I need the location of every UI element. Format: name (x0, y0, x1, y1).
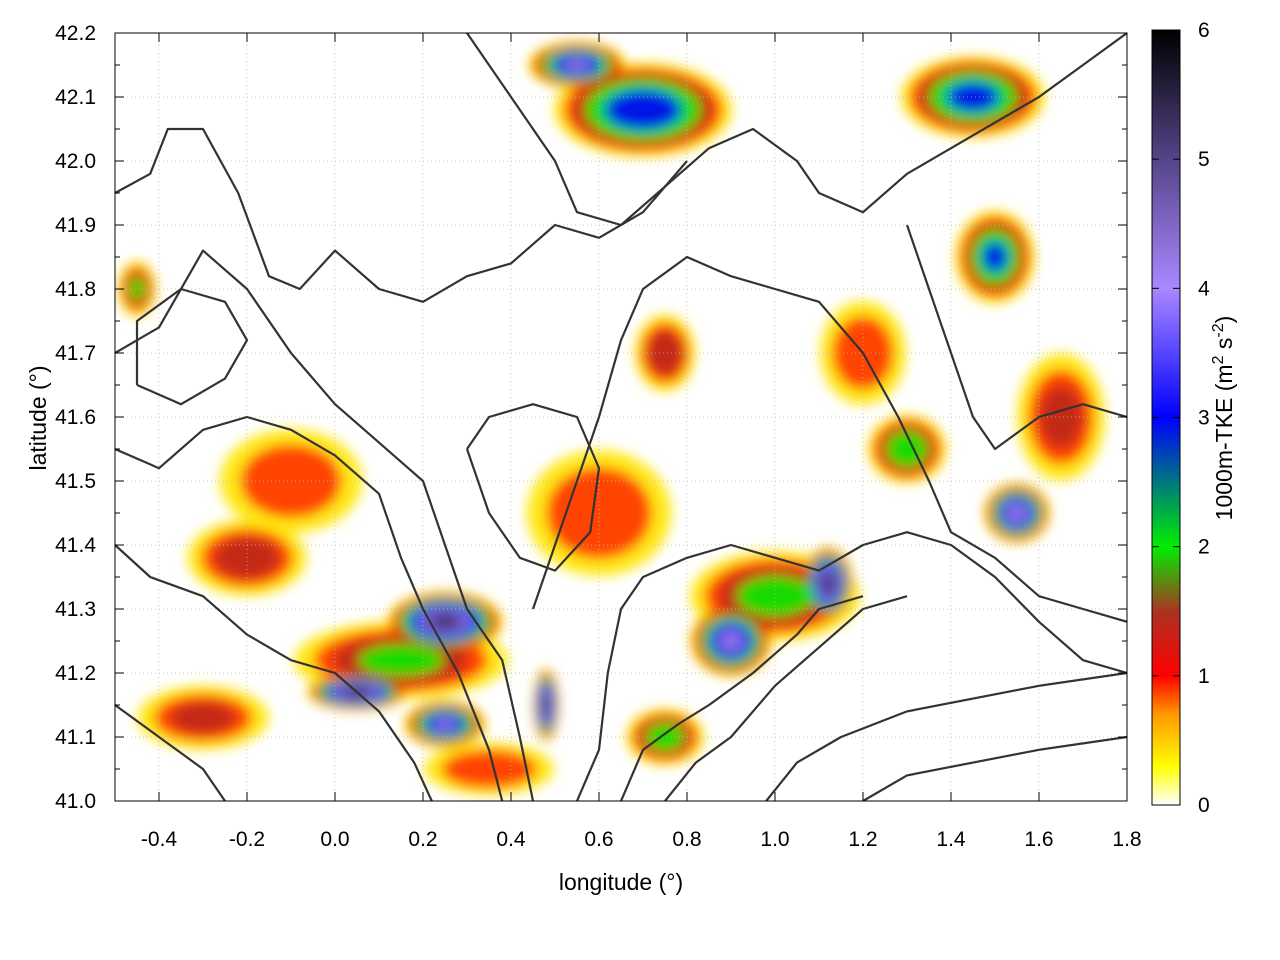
tke-cell (604, 89, 682, 130)
y-tick-label: 41.9 (55, 214, 96, 237)
y-axis-title: latitude (°) (25, 365, 51, 470)
x-tick-label: 1.8 (1112, 828, 1141, 851)
x-tick-label: 0.8 (672, 828, 701, 851)
tke-cell (645, 723, 685, 751)
y-tick-label: 41.1 (55, 726, 96, 749)
tke-cell (946, 82, 1000, 112)
x-tick-label: 1.0 (760, 828, 789, 851)
terrain-contour (115, 127, 688, 303)
terrain-contours (115, 33, 1127, 801)
y-tick-label: 41.5 (55, 470, 96, 493)
x-tick-label: 0.2 (408, 828, 437, 851)
terrain-contour (664, 595, 908, 801)
x-axis-title: longitude (°) (559, 869, 683, 895)
terrain-contour (115, 249, 535, 801)
colorbar-title: 1000m-TKE (m2 s-2) (1210, 316, 1237, 521)
x-tick-label: 1.6 (1024, 828, 1053, 851)
y-tick-label: 41.2 (55, 662, 96, 685)
y-tick-label: 42.1 (55, 86, 96, 109)
terrain-contour (862, 735, 1127, 801)
tke-cell (736, 576, 814, 617)
x-tick-label: -0.2 (229, 828, 265, 851)
x-tick-label: 1.2 (848, 828, 877, 851)
colorbar-tick-label: 4 (1198, 277, 1210, 300)
x-tick-label: 0.0 (320, 828, 349, 851)
tke-cell (441, 749, 537, 789)
colorbar-tick-label: 2 (1198, 536, 1210, 559)
y-tick-label: 41.3 (55, 598, 96, 621)
y-tick-label: 42.2 (55, 22, 96, 45)
tke-cell (428, 613, 462, 631)
tke-cell (1039, 385, 1083, 449)
x-tick-label: 1.4 (936, 828, 966, 851)
tke-cell (647, 330, 683, 376)
colorbar-tick-label: 5 (1198, 148, 1210, 171)
tke-cell (1005, 502, 1029, 524)
x-tick-label: -0.4 (141, 828, 178, 851)
terrain-contour (575, 531, 1127, 801)
y-axis: 41.0 41.1 41.2 41.3 41.4 41.5 41.6 41.7 41.8 41.9… (55, 22, 1127, 813)
y-tick-label: 41.7 (55, 342, 96, 365)
tke-cell (542, 694, 550, 716)
tke-cell (170, 702, 236, 734)
y-tick-label: 41.4 (55, 534, 96, 557)
tke-field (117, 41, 1105, 796)
x-axis: -0.4 -0.2 0.0 0.2 0.4 0.6 0.8 1.0 1.2 1.4 1.6 1.8 (141, 33, 1142, 851)
colorbar-tick-label: 3 (1198, 407, 1210, 430)
tke-cell (717, 629, 745, 653)
terrain-contour (765, 671, 1127, 801)
terrain-contour (619, 595, 864, 801)
terrain-contour (465, 403, 601, 572)
tke-cell (433, 717, 457, 731)
terrain-contour (531, 255, 1127, 623)
colorbar-ticks: 0 1 2 3 4 5 6 (1152, 19, 1210, 817)
terrain-contour (905, 224, 1127, 451)
terrain-contour (115, 704, 226, 801)
y-tick-label: 41.0 (55, 790, 96, 813)
tke-cell (819, 572, 836, 595)
y-tick-label: 41.6 (55, 406, 96, 429)
x-tick-label: 0.4 (496, 828, 526, 851)
tke-cell (358, 644, 444, 676)
terrain-contour (115, 544, 433, 801)
colorbar-tick-label: 0 (1198, 794, 1210, 817)
colorbar-tick-label: 6 (1198, 19, 1210, 42)
tke-cell (129, 277, 145, 301)
terrain-contour (135, 287, 249, 406)
colorbar-tick-label: 1 (1198, 665, 1210, 688)
x-tick-label: 0.6 (584, 828, 613, 851)
terrain-contour (115, 415, 504, 801)
tke-cell (982, 242, 1008, 272)
terrain-contour (466, 33, 1127, 227)
y-tick-label: 42.0 (55, 150, 96, 173)
tke-cell (563, 58, 591, 72)
y-tick-label: 41.8 (55, 278, 96, 301)
